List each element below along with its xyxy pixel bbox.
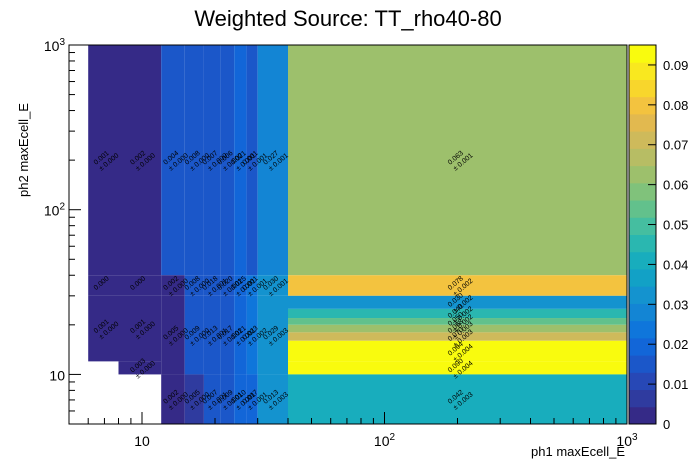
palette-swatch xyxy=(629,79,656,98)
palette-swatch xyxy=(629,113,656,132)
palette-swatch xyxy=(629,372,656,391)
x-tick-label: 102 xyxy=(374,432,396,449)
y-tick-label: 102 xyxy=(44,202,66,219)
heatmap-cell xyxy=(246,295,258,375)
heatmap-cell xyxy=(234,45,247,276)
color-palette: 0 0.01 0.02 0.03 0.04 0.05 0.06 0.07 0.08 0.09 xyxy=(628,44,688,432)
heatmap-cell xyxy=(257,45,288,276)
heatmap-cell xyxy=(184,374,204,424)
heatmap-cell xyxy=(203,374,221,424)
heatmap-cell xyxy=(287,340,627,362)
heatmap-cells xyxy=(88,45,627,424)
chart-title: Weighted Source: TT_rho40-80 xyxy=(194,6,501,31)
heatmap-cell xyxy=(246,374,258,424)
heatmap-cell xyxy=(234,374,247,424)
palette-swatch xyxy=(629,268,656,287)
heatmap-cell xyxy=(287,361,627,375)
heatmap-cell xyxy=(220,45,235,276)
axes: 10 102 103 10 102 103 xyxy=(44,37,638,449)
heatmap-cell xyxy=(287,318,627,325)
palette-tick-label: 0.06 xyxy=(663,178,688,193)
heatmap-cell xyxy=(161,374,185,424)
palette-swatch xyxy=(629,303,656,322)
palette-swatch xyxy=(629,251,656,270)
palette-tick-label: 0.02 xyxy=(663,337,688,352)
palette-tick-label: 0.05 xyxy=(663,218,688,233)
heatmap-cell xyxy=(220,374,235,424)
heatmap-cell xyxy=(118,45,162,276)
heatmap-cell xyxy=(88,295,119,362)
heatmap-cell xyxy=(118,361,162,375)
heatmap-cell xyxy=(184,45,204,276)
heatmap-cell xyxy=(118,275,162,296)
cell-labels: 0.001± 0.000 0.002± 0.000 0.004± 0.0000.00… xyxy=(93,150,475,412)
palette-swatch xyxy=(629,337,656,356)
heatmap-cell xyxy=(246,45,258,276)
palette-swatch xyxy=(629,355,656,373)
palette-swatch xyxy=(629,131,656,149)
y-tick-label: 103 xyxy=(44,37,66,54)
palette-swatch xyxy=(629,286,656,304)
heatmap-cell xyxy=(161,45,185,276)
x-tick-label: 103 xyxy=(616,432,638,449)
heatmap-cell xyxy=(161,275,185,296)
palette-swatch xyxy=(629,320,656,339)
heatmap-cell xyxy=(287,295,627,309)
heatmap-cell xyxy=(220,275,235,296)
palette-tick-label: 0.09 xyxy=(663,58,688,73)
palette-swatch xyxy=(629,234,656,253)
palette-swatch xyxy=(629,217,656,235)
palette-swatch xyxy=(629,389,656,408)
heatmap-cell xyxy=(287,308,627,319)
heatmap-cell xyxy=(257,295,288,375)
palette-frame xyxy=(628,44,657,425)
heatmap-cell xyxy=(287,324,627,333)
heatmap-cell xyxy=(287,45,627,276)
x-tick-label: 10 xyxy=(134,433,150,449)
heatmap-cell xyxy=(234,295,247,375)
heatmap-cell xyxy=(88,45,119,276)
heatmap-cell xyxy=(118,295,162,362)
palette-swatch xyxy=(629,200,656,218)
heatmap-cell xyxy=(287,374,627,424)
heatmap-cell xyxy=(220,295,235,375)
y-tick-label: 10 xyxy=(49,367,65,383)
palette-tick-label: 0.01 xyxy=(663,377,688,392)
palette-tick-label: 0.03 xyxy=(663,297,688,312)
plot-frame xyxy=(68,44,628,425)
heatmap-cell xyxy=(257,374,288,424)
heatmap-cell xyxy=(203,45,221,276)
palette-swatch xyxy=(629,182,656,201)
heatmap-cell xyxy=(184,295,204,375)
palette-tick-label: 0 xyxy=(663,417,670,432)
palette-swatch xyxy=(629,406,656,425)
palette-swatch xyxy=(629,96,656,115)
heatmap-cell xyxy=(257,275,288,296)
palette-tick-label: 0.08 xyxy=(663,98,688,113)
heatmap-cell xyxy=(287,332,627,341)
heatmap-cell xyxy=(184,275,204,296)
palette-swatch xyxy=(629,62,656,80)
x-axis-title: ph1 maxEcell_E xyxy=(531,444,625,459)
palette-tick-label: 0.04 xyxy=(663,257,688,272)
heatmap-cell xyxy=(203,295,221,375)
heatmap-cell xyxy=(88,275,119,296)
heatmap-cell xyxy=(161,295,185,375)
palette-tick-label: 0.07 xyxy=(663,138,688,153)
palette-swatch xyxy=(629,165,656,184)
heatmap-cell xyxy=(246,275,258,296)
heatmap-cell xyxy=(287,275,627,296)
heatmap-cell xyxy=(203,275,221,296)
y-axis-title: ph2 maxEcell_E xyxy=(16,103,31,197)
palette-swatch xyxy=(629,45,656,63)
heatmap-cell xyxy=(234,275,247,296)
palette-swatch xyxy=(629,148,656,167)
